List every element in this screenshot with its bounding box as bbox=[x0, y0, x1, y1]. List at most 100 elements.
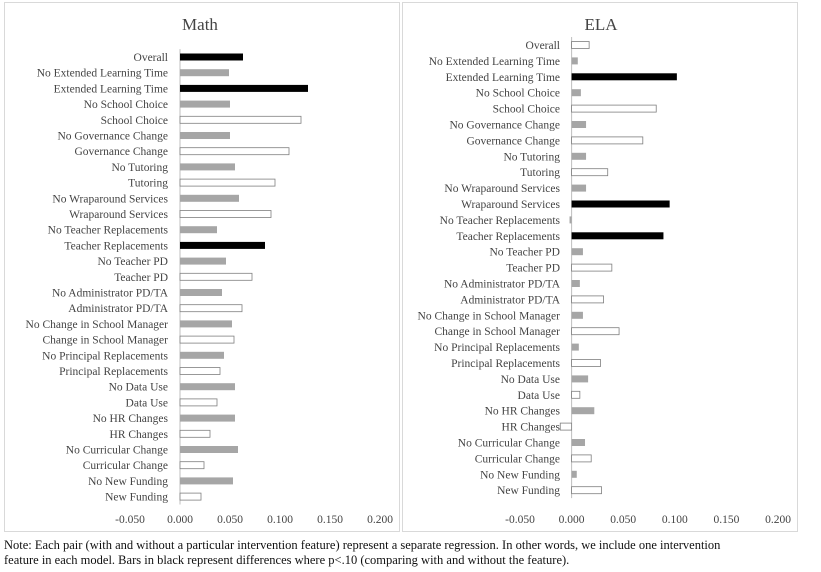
math-category-label: No Data Use bbox=[109, 382, 168, 394]
math-bar bbox=[179, 147, 290, 156]
ela-category-label: No Teacher Replacements bbox=[440, 215, 561, 227]
ela-category-label: Change in School Manager bbox=[434, 326, 560, 338]
ela-bar bbox=[571, 89, 581, 97]
math-bar bbox=[180, 132, 230, 139]
ela-category-label: Data Use bbox=[518, 390, 560, 402]
ela-tick-label: 0.200 bbox=[765, 514, 791, 526]
math-category-label: No Tutoring bbox=[111, 162, 168, 174]
ela-bar bbox=[571, 280, 580, 287]
math-bar bbox=[179, 398, 218, 407]
math-category-label: Teacher Replacements bbox=[64, 240, 168, 252]
math-tick-label: 0.050 bbox=[217, 514, 243, 526]
ela-category-label: Teacher Replacements bbox=[456, 231, 560, 243]
ela-category-label: Governance Change bbox=[466, 135, 560, 147]
ela-bar bbox=[571, 407, 595, 415]
ela-bar bbox=[571, 439, 586, 446]
math-bar bbox=[179, 429, 211, 438]
ela-category-label: New Funding bbox=[497, 485, 560, 497]
ela-chart-panel: ELA Overall No Extended Learning Time Exten… bbox=[402, 2, 798, 532]
ela-category-label: No Administrator PD/TA bbox=[444, 279, 561, 291]
ela-bar bbox=[571, 470, 577, 478]
math-bar bbox=[180, 163, 235, 171]
math-bar bbox=[179, 461, 205, 470]
ela-category-label: Extended Learning Time bbox=[446, 72, 560, 84]
math-category-label: Principal Replacements bbox=[59, 366, 168, 378]
math-category-label: Administrator PD/TA bbox=[68, 303, 168, 315]
math-category-label: No Wraparound Services bbox=[52, 193, 168, 205]
ela-category-label: No Curricular Change bbox=[458, 438, 560, 450]
math-bar bbox=[180, 100, 230, 108]
ela-category-label: HR Changes bbox=[502, 422, 561, 434]
ela-bar bbox=[571, 327, 620, 336]
math-bar bbox=[180, 194, 239, 202]
math-bar bbox=[180, 446, 238, 453]
ela-bar bbox=[571, 232, 664, 240]
math-bar bbox=[180, 257, 226, 265]
ela-category-label: Principal Replacements bbox=[451, 358, 560, 370]
math-category-label: Extended Learning Time bbox=[54, 83, 168, 95]
ela-category-label: Overall bbox=[526, 40, 560, 52]
math-category-label: No Governance Change bbox=[58, 131, 169, 143]
ela-bar bbox=[571, 152, 587, 160]
ela-bar bbox=[571, 295, 604, 304]
math-tick-label: -0.050 bbox=[115, 514, 145, 526]
math-bar bbox=[179, 115, 302, 124]
math-category-label: Curricular Change bbox=[83, 460, 168, 472]
ela-category-label: Administrator PD/TA bbox=[460, 294, 560, 306]
ela-category-label: No Extended Learning Time bbox=[429, 56, 560, 68]
ela-category-label: No New Funding bbox=[480, 469, 560, 481]
math-chart-title: Math bbox=[182, 15, 218, 34]
math-bar bbox=[180, 351, 224, 359]
math-category-label: HR Changes bbox=[110, 429, 169, 441]
ela-bar bbox=[571, 121, 587, 128]
math-category-label: No Extended Learning Time bbox=[37, 68, 168, 80]
ela-tick-label: 0.150 bbox=[713, 514, 739, 526]
ela-bar bbox=[571, 486, 602, 495]
math-bar bbox=[180, 84, 308, 92]
ela-chart: ELA Overall No Extended Learning Time Exten… bbox=[418, 15, 792, 526]
note-line-1: Note: Each pair (with and without a part… bbox=[4, 538, 721, 552]
math-category-label: Wraparound Services bbox=[69, 209, 168, 221]
ela-bar bbox=[571, 41, 590, 49]
ela-category-label: Wraparound Services bbox=[461, 199, 560, 211]
math-category-label: School Choice bbox=[101, 115, 168, 127]
math-category-label: No Teacher PD bbox=[97, 256, 168, 268]
math-bar bbox=[179, 178, 276, 187]
math-chart-panel: Math Overall No Extended Learning Time Exte… bbox=[4, 2, 400, 532]
math-bar bbox=[179, 492, 202, 501]
ela-category-label: No Change in School Manager bbox=[418, 310, 561, 322]
ela-tick-label: -0.050 bbox=[505, 514, 535, 526]
math-bar bbox=[180, 414, 235, 422]
ela-chart-title: ELA bbox=[584, 15, 618, 34]
ela-bar bbox=[571, 311, 583, 319]
ela-bar bbox=[571, 57, 578, 65]
math-category-label: Teacher PD bbox=[114, 272, 168, 284]
ela-bar bbox=[569, 216, 572, 224]
math-bar bbox=[179, 210, 272, 218]
note-line-2: feature in each model. Bars in black rep… bbox=[4, 553, 570, 567]
math-bar bbox=[179, 335, 235, 344]
math-bar bbox=[180, 53, 243, 61]
ela-bar bbox=[571, 104, 657, 113]
ela-category-label: Curricular Change bbox=[475, 453, 560, 465]
math-category-label: No Principal Replacements bbox=[42, 350, 168, 362]
math-bar bbox=[180, 320, 232, 328]
math-category-label: No Administrator PD/TA bbox=[52, 288, 169, 300]
math-category-label: Data Use bbox=[126, 397, 168, 409]
chart-note: Note: Each pair (with and without a part… bbox=[4, 538, 818, 568]
ela-tick-label: 0.050 bbox=[610, 514, 636, 526]
ela-bar bbox=[571, 184, 587, 192]
math-bar bbox=[180, 241, 265, 249]
ela-category-label: No HR Changes bbox=[485, 406, 561, 418]
math-category-label: No New Funding bbox=[88, 476, 168, 488]
math-tick-label: 0.150 bbox=[317, 514, 343, 526]
math-category-label: Overall bbox=[134, 52, 168, 64]
ela-bar bbox=[571, 375, 589, 383]
math-category-label: No Teacher Replacements bbox=[48, 225, 169, 237]
ela-bar bbox=[571, 136, 644, 145]
ela-category-label: Teacher PD bbox=[506, 263, 560, 275]
ela-category-label: No Teacher PD bbox=[489, 247, 560, 259]
ela-category-label: Tutoring bbox=[520, 167, 560, 179]
ela-category-label: No Governance Change bbox=[450, 120, 561, 132]
ela-category-label: School Choice bbox=[493, 104, 560, 116]
